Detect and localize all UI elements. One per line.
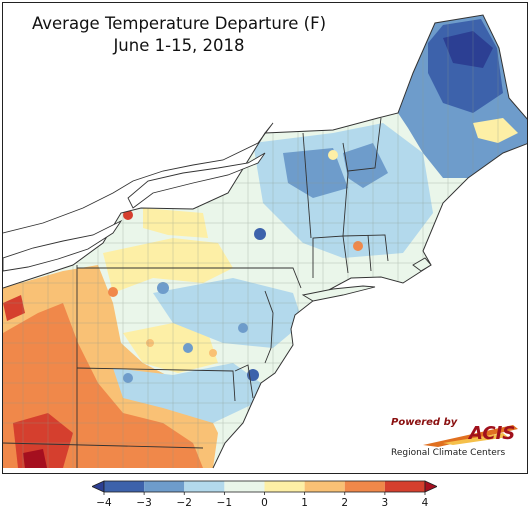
lake-ontario [127, 152, 266, 209]
acis-swoosh-icon [423, 425, 518, 447]
legend-tick-label: −4 [96, 497, 112, 509]
legend-colorbar [91, 480, 438, 495]
legend-bin-high [424, 480, 438, 493]
rcc-tagline: Regional Climate Centers [391, 448, 506, 458]
acis-logo: Powered by ACIS Regional Climate Centers [383, 415, 523, 463]
map-title: Average Temperature Departure (F) [31, 14, 327, 33]
cool-spot-1 [254, 228, 266, 240]
legend-tick-label: 2 [341, 497, 349, 509]
land-base [3, 15, 527, 468]
legend-tick-label: 0 [261, 497, 268, 509]
cool-spot-5 [123, 373, 133, 383]
slight-warm-md [123, 323, 218, 373]
cool-band-central [153, 278, 303, 348]
legend-bin [384, 481, 425, 492]
map-subtitle-date: June 1-15, 2018 [113, 36, 245, 55]
long-island [301, 285, 376, 302]
legend-tick-label: 1 [301, 497, 308, 509]
lake-erie [3, 219, 123, 272]
legend-bin [224, 481, 265, 492]
legend-bin [304, 481, 345, 492]
cape-cod [412, 257, 432, 272]
coldest-core-maine [443, 31, 493, 68]
warm-spot-west [3, 295, 25, 321]
state-boundaries [3, 14, 527, 469]
warm-spot-4 [328, 150, 338, 160]
powered-by-text: Powered by [391, 417, 458, 428]
color-legend: −4 −3 −2 −1 0 1 2 3 4 [91, 478, 438, 509]
warm-spot-3 [353, 241, 363, 251]
legend-bin [104, 481, 145, 492]
slight-warm-maine-coast [473, 118, 518, 143]
legend-bin [264, 481, 305, 492]
legend-tick-label: −3 [136, 497, 152, 509]
warm-spot-2 [108, 287, 118, 297]
warm-spot-1 [123, 210, 133, 220]
slight-warm-pa [103, 238, 233, 293]
acis-name: ACIS [469, 423, 516, 444]
cool-band-south [113, 363, 261, 423]
hot-spot-sw [23, 449, 47, 468]
cool-region-adirondack [283, 148, 348, 198]
legend-tick-label: −1 [216, 497, 233, 509]
legend-bin [184, 481, 225, 492]
temperature-departure-map [3, 14, 527, 469]
legend-bin [144, 481, 185, 492]
legend-bin [344, 481, 385, 492]
cool-spot-4 [183, 343, 193, 353]
warm-spot-6 [209, 349, 217, 357]
cool-spot-3 [238, 323, 248, 333]
map-panel: Average Temperature Departure (F) June 1… [2, 2, 528, 474]
legend-tick-label: 4 [421, 497, 429, 509]
legend-tick-label: −2 [176, 497, 192, 509]
cool-spot-6 [157, 282, 169, 294]
canada-shoreline [3, 122, 274, 234]
legend-bin-low [91, 480, 105, 493]
legend-tick-label: 3 [381, 497, 389, 509]
